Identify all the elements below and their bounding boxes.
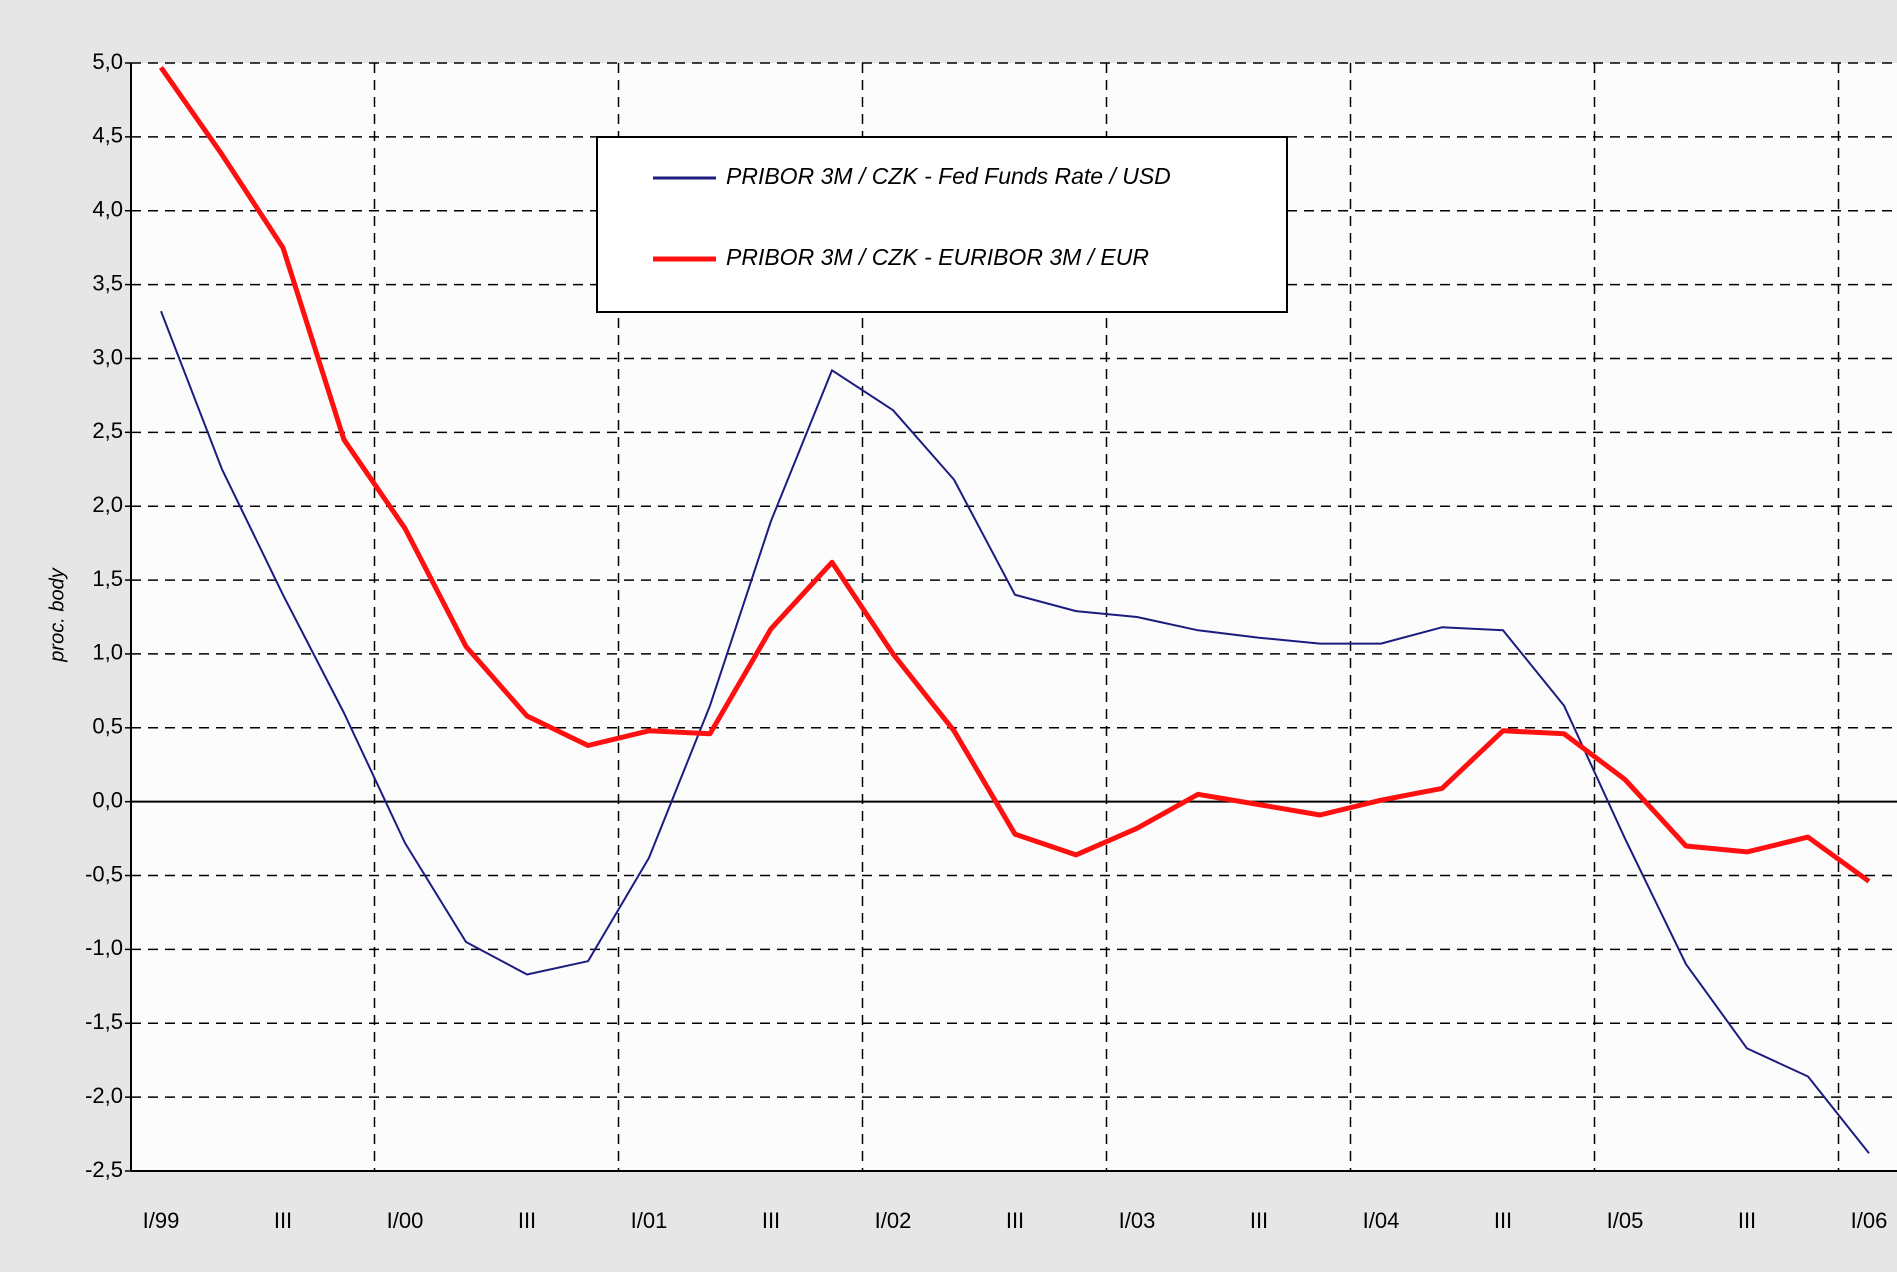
x-tick-label: I/02 (875, 1208, 912, 1233)
y-tick-label: 0,5 (92, 714, 123, 739)
y-tick-label: 1,5 (92, 566, 123, 591)
y-tick-label: 0,0 (92, 787, 123, 812)
y-tick-label: 1,0 (92, 640, 123, 665)
y-tick-label: 3,0 (92, 344, 123, 369)
legend-label: PRIBOR 3M / CZK - EURIBOR 3M / EUR (726, 244, 1149, 270)
x-tick-label: III (762, 1208, 780, 1233)
legend-label: PRIBOR 3M / CZK - Fed Funds Rate / USD (726, 163, 1171, 189)
y-tick-label: -2,5 (85, 1157, 123, 1182)
y-tick-label: 2,0 (92, 492, 123, 517)
x-tick-label: III (274, 1208, 292, 1233)
x-tick-label: III (518, 1208, 536, 1233)
y-axis-title: proc. body (46, 567, 68, 662)
x-tick-label: III (1494, 1208, 1512, 1233)
x-tick-label: I/05 (1607, 1208, 1644, 1233)
y-tick-label: -2,0 (85, 1083, 123, 1108)
x-tick-label: I/00 (387, 1208, 424, 1233)
y-tick-label: -1,5 (85, 1009, 123, 1034)
y-tick-label: 2,5 (92, 418, 123, 443)
x-tick-label: I/03 (1119, 1208, 1156, 1233)
y-tick-label: 4,5 (92, 123, 123, 148)
y-tick-label: 3,5 (92, 270, 123, 295)
x-tick-label: I/99 (143, 1208, 180, 1233)
y-tick-label: 5,0 (92, 49, 123, 74)
x-tick-label: I/04 (1363, 1208, 1400, 1233)
y-tick-label: -1,0 (85, 935, 123, 960)
legend-box (596, 136, 1288, 313)
y-tick-label: -0,5 (85, 861, 123, 886)
y-tick-label: 4,0 (92, 197, 123, 222)
legend: PRIBOR 3M / CZK - Fed Funds Rate / USD PR… (596, 136, 1288, 313)
x-tick-label: I/06 (1851, 1208, 1888, 1233)
x-tick-label: III (1738, 1208, 1756, 1233)
x-tick-label: III (1006, 1208, 1024, 1233)
x-tick-label: I/01 (631, 1208, 668, 1233)
series-line (158, 65, 1871, 884)
x-tick-label: III (1250, 1208, 1268, 1233)
